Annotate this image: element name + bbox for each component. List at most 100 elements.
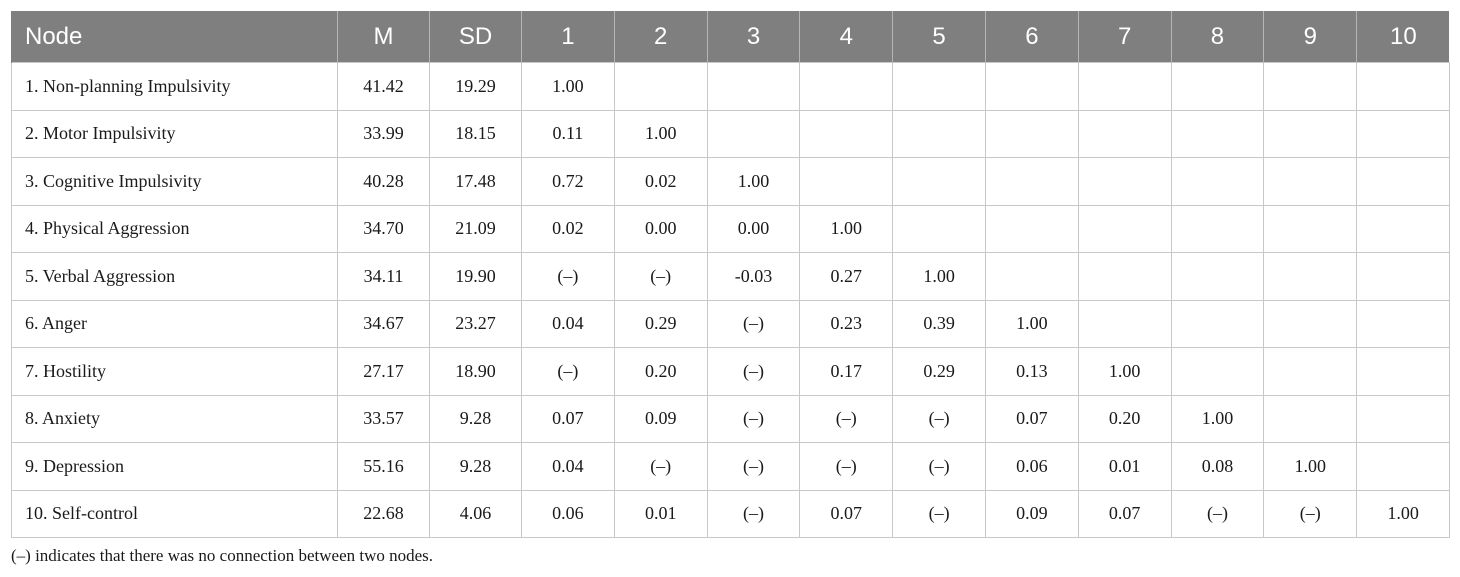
table-cell — [1170, 62, 1265, 111]
row-label-cell: 7. Hostility — [11, 347, 338, 396]
column-header-10: 10 — [1356, 11, 1450, 63]
table-row: 1. Non-planning Impulsivity 41.42 19.29 1.0… — [11, 62, 1450, 111]
table-cell — [984, 204, 1079, 253]
table-cell: 0.02 — [521, 204, 615, 253]
table-cell: 34.67 — [337, 299, 430, 348]
table-cell — [1356, 394, 1450, 443]
table-cell: -0.03 — [706, 252, 801, 301]
table-cell: 33.99 — [337, 109, 430, 158]
table-cell: (–) — [799, 442, 894, 491]
table-cell: 0.04 — [521, 442, 615, 491]
table-cell: 19.90 — [429, 252, 522, 301]
table-cell: 0.11 — [521, 109, 615, 158]
table-cell — [1263, 252, 1358, 301]
table-cell — [799, 157, 894, 206]
table-cell — [706, 109, 801, 158]
row-label-cell: 8. Anxiety — [11, 394, 338, 443]
column-header-sd: SD — [429, 11, 522, 63]
table-cell: (–) — [892, 442, 986, 491]
table-cell: (–) — [892, 394, 986, 443]
table-cell — [1077, 204, 1172, 253]
table-cell: 1.00 — [1170, 394, 1265, 443]
table-cell: 0.06 — [521, 489, 615, 538]
row-label-cell: 3. Cognitive Impulsivity — [11, 157, 338, 206]
table-cell — [1170, 204, 1265, 253]
table-cell: 0.39 — [892, 299, 986, 348]
table-cell: 0.01 — [613, 489, 708, 538]
table-cell — [1263, 157, 1358, 206]
row-label-cell: 4. Physical Aggression — [11, 204, 338, 253]
table-cell: 1.00 — [1077, 347, 1172, 396]
table-cell — [1263, 347, 1358, 396]
table-cell: 0.27 — [799, 252, 894, 301]
table-cell — [1263, 299, 1358, 348]
column-header-node: Node — [11, 11, 338, 63]
table-cell: 0.29 — [613, 299, 708, 348]
table-cell: (–) — [799, 394, 894, 443]
table-cell: 41.42 — [337, 62, 430, 111]
row-label-cell: 10. Self-control — [11, 489, 338, 538]
column-header-4: 4 — [799, 11, 893, 63]
table-cell — [892, 62, 986, 111]
column-header-1: 1 — [521, 11, 615, 63]
row-label-cell: 1. Non-planning Impulsivity — [11, 62, 338, 111]
table-cell: 1.00 — [521, 62, 615, 111]
table-cell — [799, 109, 894, 158]
table-cell: 17.48 — [429, 157, 522, 206]
column-header-8: 8 — [1170, 11, 1264, 63]
table-cell: 22.68 — [337, 489, 430, 538]
table-cell — [1263, 62, 1358, 111]
table-cell: 1.00 — [706, 157, 801, 206]
table-cell: 23.27 — [429, 299, 522, 348]
table-cell — [1170, 252, 1265, 301]
table-row: 10. Self-control 22.68 4.06 0.06 0.01 (–) 0.07… — [11, 489, 1450, 538]
column-header-6: 6 — [984, 11, 1079, 63]
table-cell — [1170, 109, 1265, 158]
table-cell — [984, 109, 1079, 158]
table-cell: 33.57 — [337, 394, 430, 443]
table-cell: 18.90 — [429, 347, 522, 396]
column-header-2: 2 — [613, 11, 708, 63]
table-cell — [799, 62, 894, 111]
table-cell — [1170, 347, 1265, 396]
table-cell — [1356, 252, 1450, 301]
table-cell: 0.06 — [984, 442, 1079, 491]
table-cell — [1077, 252, 1172, 301]
row-label-cell: 5. Verbal Aggression — [11, 252, 338, 301]
table-cell: 9.28 — [429, 394, 522, 443]
table-cell: 0.07 — [799, 489, 894, 538]
table-cell: 4.06 — [429, 489, 522, 538]
table-cell: (–) — [892, 489, 986, 538]
table-cell: 1.00 — [799, 204, 894, 253]
table-cell: 0.07 — [1077, 489, 1172, 538]
table-cell — [1356, 157, 1450, 206]
table-cell — [892, 157, 986, 206]
table-cell: 18.15 — [429, 109, 522, 158]
table-cell: 0.07 — [984, 394, 1079, 443]
table-cell — [1356, 299, 1450, 348]
table-cell — [1263, 204, 1358, 253]
table-cell — [1263, 109, 1358, 158]
table-cell — [984, 252, 1079, 301]
table-cell: 1.00 — [1356, 489, 1450, 538]
table-cell — [1356, 442, 1450, 491]
table-cell: 1.00 — [613, 109, 708, 158]
table-cell: 1.00 — [984, 299, 1079, 348]
table-cell — [613, 62, 708, 111]
table-cell — [1077, 109, 1172, 158]
table-cell: (–) — [706, 299, 801, 348]
table-footnote: (–) indicates that there was no connecti… — [11, 546, 434, 565]
table-row: 9. Depression 55.16 9.28 0.04 (–) (–) (–) (–) 0.… — [11, 442, 1450, 491]
table-cell: 0.17 — [799, 347, 894, 396]
table-row: 4. Physical Aggression 34.70 21.09 0.02 0.00… — [11, 204, 1450, 253]
table-cell: 34.11 — [337, 252, 430, 301]
table-cell: 21.09 — [429, 204, 522, 253]
table-cell: 0.00 — [613, 204, 708, 253]
table-row: 7. Hostility 27.17 18.90 (–) 0.20 (–) 0.17 0.29… — [11, 347, 1450, 396]
table-row: 3. Cognitive Impulsivity 40.28 17.48 0.72 0.… — [11, 157, 1450, 206]
table-cell: (–) — [521, 347, 615, 396]
row-label-cell: 6. Anger — [11, 299, 338, 348]
table-cell: (–) — [1263, 489, 1358, 538]
table-cell: 1.00 — [1263, 442, 1358, 491]
table-cell: 55.16 — [337, 442, 430, 491]
